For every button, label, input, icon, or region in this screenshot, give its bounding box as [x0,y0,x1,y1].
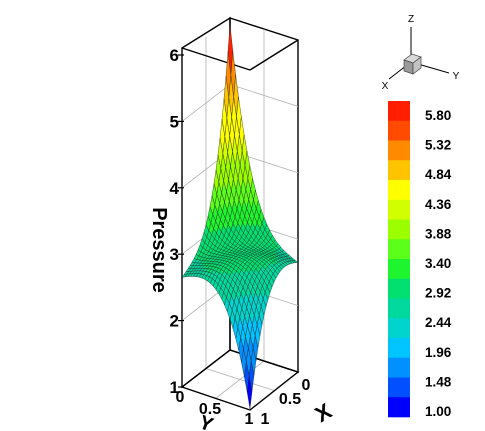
pressure-surface [181,24,299,410]
z-axis-ticks: 1 2 3 4 5 6 [170,46,184,397]
colorbar-swatch [388,338,410,359]
colorbar-swatch [388,259,410,280]
box-front-edges [180,39,300,411]
colorbar-swatch [388,298,410,319]
z-tick-label: 6 [170,46,179,65]
colorbar-level-label: 3.88 [425,226,452,241]
colorbar-swatch [388,180,410,201]
x-axis-label: X [311,398,336,427]
colorbar-swatch [388,101,410,122]
colorbar-swatch [388,239,410,260]
triad-x-label: X [382,81,389,92]
colorbar-level-label: 1.96 [425,345,452,360]
colorbar-swatch [388,318,410,339]
colorbar-swatch [388,278,410,299]
colorbar-level-label: 1.48 [425,374,452,389]
triad-y-label: Y [453,71,460,82]
x-tick-label: 0.5 [279,391,301,408]
z-tick-label: 5 [170,112,179,131]
colorbar-level-label: 4.36 [425,197,452,212]
y-tick-label: 1 [245,411,254,428]
colorbar-level-label: 2.44 [425,315,452,330]
colorbar [388,101,410,418]
x-tick-label: 1 [261,411,270,428]
z-tick-label: 3 [170,245,179,264]
y-axis-label: Y [196,411,217,431]
colorbar-level-label: 2.92 [425,286,451,301]
colorbar-level-label: 4.84 [425,167,452,182]
y-axis-ticks: 0 0.5 1 [176,389,254,428]
colorbar-level-label: 5.80 [425,108,451,123]
triad-z-label: Z [408,14,414,25]
y-tick-label: 0.5 [199,401,221,418]
y-tick-label: 0 [176,389,185,406]
colorbar-swatch [388,377,410,398]
colorbar-swatch [388,120,410,141]
colorbar-level-label: 1.00 [425,404,451,419]
z-tick-label: 1 [170,378,179,397]
colorbar-swatch [388,160,410,181]
z-axis-label: Pressure [148,207,170,293]
colorbar-level-label: 5.32 [425,138,451,153]
colorbar-swatch [388,219,410,240]
x-axis-ticks: 0 0.5 1 [261,377,311,428]
z-tick-label: 4 [170,179,180,198]
colorbar-swatch [388,397,410,418]
z-tick-label: 2 [170,312,179,331]
colorbar-level-label: 3.40 [425,256,451,271]
x-tick-label: 0 [302,377,311,394]
colorbar-labels: 5.80 5.32 4.84 4.36 3.88 3.40 2.92 2.44 1.96 1.48… [425,108,452,419]
colorbar-swatch [388,199,410,220]
colorbar-swatch [388,357,410,378]
grid-line [205,368,275,391]
colorbar-swatch [388,140,410,161]
orientation-axes: Z Y X [382,14,460,92]
surface-cell [246,375,253,410]
